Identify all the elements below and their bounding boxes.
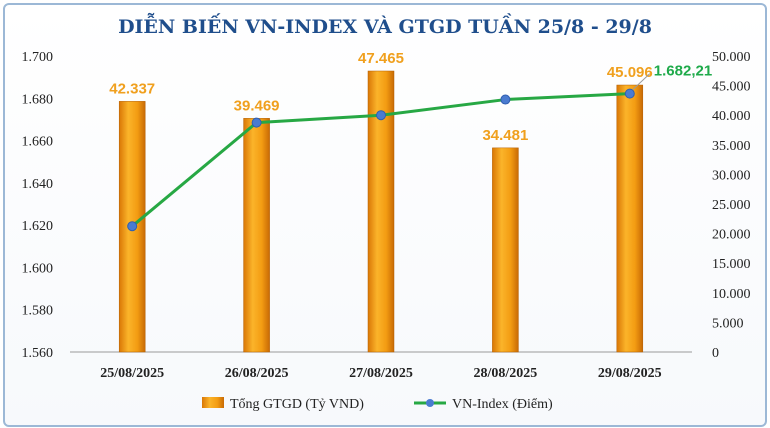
- chart-title: DIỄN BIẾN VN-INDEX VÀ GTGD TUẦN 25/8 - 2…: [118, 12, 652, 38]
- left-axis-tick-label: 1.680: [22, 92, 54, 107]
- left-axis-tick-label: 1.560: [22, 346, 54, 361]
- vn-index-point: [624, 88, 635, 99]
- right-axis-tick-label: 45.000: [712, 80, 751, 95]
- right-axis-tick-label: 25.000: [712, 198, 751, 213]
- vn-index-point: [251, 117, 262, 128]
- right-axis-tick-label: 40.000: [712, 109, 751, 124]
- right-axis-tick-label: 5.000: [712, 316, 744, 331]
- x-axis-tick-label: 29/08/2025: [598, 366, 662, 381]
- left-axis-tick-label: 1.660: [22, 135, 54, 150]
- vn-index-value-label: 1.682,21: [654, 63, 712, 80]
- bar-value-label: 34.481: [482, 127, 528, 144]
- right-axis-tick-label: 20.000: [712, 228, 751, 243]
- x-axis-tick-label: 26/08/2025: [225, 366, 289, 381]
- left-axis-tick-label: 1.580: [22, 304, 54, 319]
- right-axis-tick-label: 0: [712, 346, 719, 361]
- bar-47.465: [367, 70, 395, 353]
- right-axis-tick-label: 30.000: [712, 168, 751, 183]
- bar-39.469: [243, 118, 270, 353]
- right-axis-tick-label: 15.000: [712, 257, 751, 272]
- x-axis-tick-label: 27/08/2025: [349, 366, 413, 381]
- right-axis-tick-label: 10.000: [712, 287, 751, 302]
- legend-line-label: VN-Index (Điểm): [452, 397, 553, 412]
- vn-index-label-leader: [632, 73, 651, 90]
- bar-45.096: [616, 84, 644, 353]
- left-axis-tick-label: 1.600: [22, 261, 54, 276]
- legend-bar-swatch: [202, 397, 224, 408]
- bar-value-label: 39.469: [234, 97, 280, 114]
- legend-bar-label: Tổng GTGD (Tỷ VND): [230, 397, 364, 412]
- x-axis-tick-label: 28/08/2025: [474, 366, 538, 381]
- vn-index-point: [376, 110, 386, 121]
- legend: Tổng GTGD (Tỷ VND) VN-Index (Điểm): [202, 397, 553, 412]
- left-axis-tick-label: 1.700: [22, 50, 54, 65]
- left-axis-tick-label: 1.620: [22, 219, 54, 234]
- bar-value-label: 47.465: [358, 50, 404, 67]
- bar-value-label: 42.337: [109, 80, 155, 97]
- bar-34.481: [492, 147, 519, 353]
- x-axis-tick-label: 25/08/2025: [100, 366, 164, 381]
- right-axis-tick-label: 35.000: [712, 139, 751, 154]
- left-axis-tick-label: 1.640: [22, 177, 54, 192]
- vn-index-point: [127, 221, 138, 232]
- vn-index-point: [500, 94, 511, 105]
- right-axis-tick-label: 50.000: [712, 50, 751, 65]
- bar-value-label: 45.096: [607, 64, 653, 81]
- legend-line-marker: [426, 399, 434, 407]
